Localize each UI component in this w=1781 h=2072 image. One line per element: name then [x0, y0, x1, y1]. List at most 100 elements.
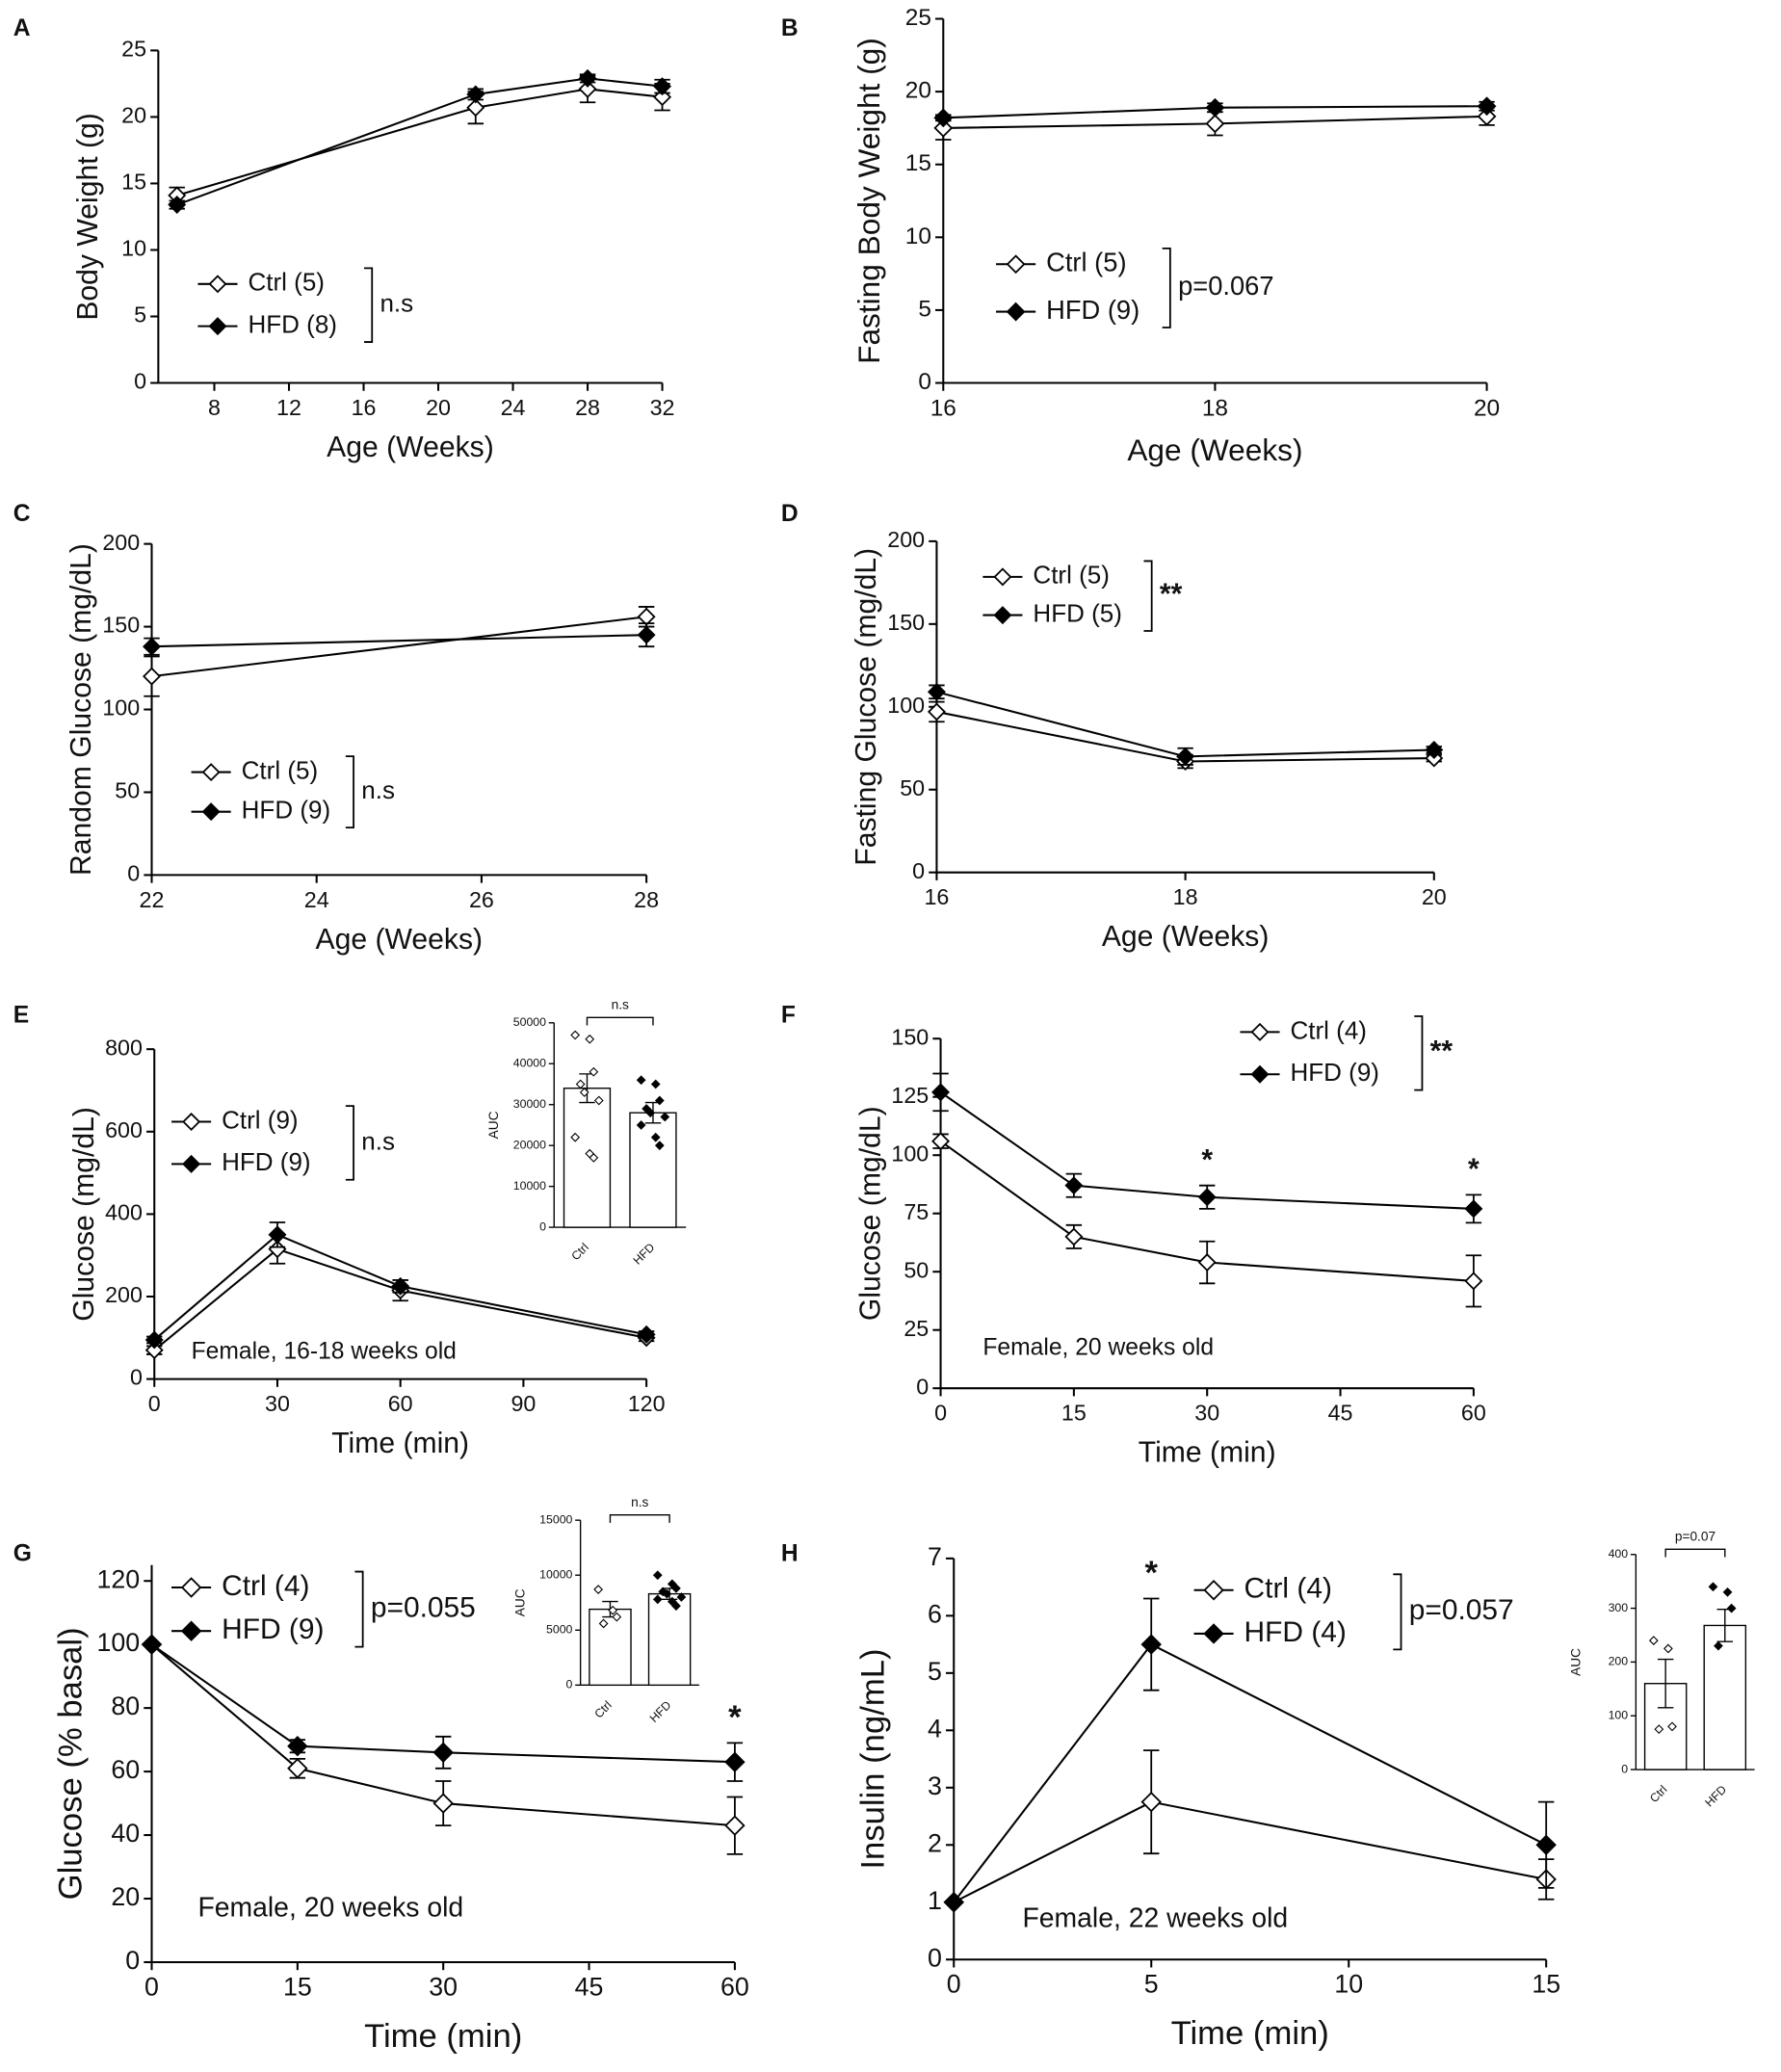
series-line	[176, 77, 663, 206]
y-axis-label: AUC	[486, 1111, 501, 1139]
y-tick-label: 20	[905, 78, 931, 104]
y-tick-label: 400	[1609, 1547, 1629, 1561]
x-tick-label: 10	[1334, 1970, 1363, 1999]
data-point	[168, 196, 187, 215]
data-point	[637, 625, 656, 644]
x-tick-label: 15	[1061, 1401, 1087, 1426]
data-point	[608, 1605, 618, 1615]
legend-label: HFD (8)	[248, 310, 337, 339]
y-axis-label: Glucose (mg/dL)	[854, 1106, 886, 1321]
y-tick-label: 5	[134, 302, 146, 328]
data-point	[636, 1120, 646, 1130]
x-tick-label: 15	[1532, 1970, 1560, 1999]
data-point	[931, 1132, 951, 1151]
x-tick-label: 45	[1328, 1401, 1353, 1426]
y-tick-label: 10	[905, 223, 931, 249]
data-point	[287, 1758, 308, 1779]
x-tick-label: 32	[650, 395, 675, 420]
y-tick-label: 50000	[513, 1015, 546, 1029]
x-tick-label: 60	[1461, 1401, 1486, 1426]
legend-label: HFD (9)	[1046, 295, 1139, 325]
x-tick-label: 0	[934, 1401, 947, 1426]
data-point	[143, 667, 161, 686]
y-tick-label: 150	[102, 613, 140, 638]
y-tick-label: 100	[97, 1628, 141, 1657]
x-tick-label: 0	[947, 1970, 961, 1999]
y-tick-label: 0	[125, 1946, 140, 1975]
significance-star: *	[1201, 1144, 1213, 1176]
x-tick-label: 16	[930, 395, 956, 421]
y-tick-label: 50	[900, 775, 925, 800]
significance-star: *	[1144, 1555, 1158, 1591]
x-axis-label: Time (min)	[331, 1428, 469, 1459]
legend-marker	[993, 567, 1012, 587]
legend-bracket	[345, 755, 354, 828]
y-tick-label: 0	[539, 1220, 546, 1233]
y-tick-label: 2	[928, 1828, 942, 1857]
x-tick-label: 28	[575, 395, 600, 420]
data-point	[927, 702, 946, 721]
x-tick-label: 60	[720, 1972, 749, 2001]
data-point	[658, 1587, 668, 1597]
y-tick-label: 0	[134, 369, 146, 394]
data-point	[933, 108, 954, 128]
data-point	[585, 1034, 595, 1044]
x-tick-label: 16	[924, 884, 949, 909]
data-point	[1064, 1227, 1084, 1246]
x-tick-label: 26	[469, 887, 494, 912]
data-point	[1648, 1636, 1659, 1645]
y-tick-label: 50	[115, 778, 140, 803]
data-point	[612, 1612, 622, 1622]
y-tick-label: 20	[121, 103, 146, 128]
x-axis-label: Age (Weeks)	[1127, 433, 1302, 467]
series-line	[153, 1247, 647, 1351]
x-tick-label: 22	[140, 887, 165, 912]
data-point	[1654, 1724, 1664, 1735]
legend-label: HFD (9)	[1290, 1058, 1379, 1087]
x-axis-label: Time (min)	[1139, 1437, 1276, 1469]
data-point	[144, 1341, 164, 1360]
y-tick-label: 0	[916, 1374, 929, 1399]
data-point	[1176, 747, 1195, 766]
y-tick-label: 4	[928, 1714, 942, 1743]
data-point	[578, 68, 597, 88]
data-point	[1197, 1188, 1217, 1207]
legend-label: Ctrl (5)	[1033, 561, 1109, 590]
y-tick-label: 10000	[513, 1179, 546, 1193]
x-tick-label: 120	[628, 1391, 666, 1416]
error-bar	[1657, 1658, 1674, 1709]
y-tick-label: 100	[891, 1141, 929, 1166]
series-line	[176, 88, 663, 197]
data-point	[654, 1141, 665, 1151]
x-tick-label: 12	[276, 395, 301, 420]
data-point	[650, 1079, 661, 1089]
y-tick-label: 75	[904, 1199, 929, 1224]
y-axis-label: Fasting Body Weight (g)	[851, 38, 886, 364]
data-point	[637, 1325, 656, 1344]
legend-bracket	[1393, 1573, 1402, 1651]
data-point	[589, 1153, 599, 1163]
y-tick-label: 100	[102, 695, 140, 721]
x-tick-label: 0	[148, 1391, 161, 1416]
y-tick-label: 60	[111, 1755, 140, 1784]
bar	[1703, 1624, 1747, 1770]
legend-label: HFD (9)	[222, 1147, 311, 1176]
data-point	[593, 1095, 604, 1106]
series-line	[936, 691, 1434, 758]
legend-marker	[1250, 1022, 1270, 1041]
data-point	[933, 118, 954, 138]
y-tick-label: 120	[97, 1564, 141, 1593]
legend-marker	[180, 1577, 202, 1598]
legend-note: n.s	[361, 775, 395, 804]
legend-note: n.s	[380, 289, 413, 318]
data-point	[589, 1066, 599, 1077]
legend-bracket	[1414, 1015, 1424, 1091]
y-tick-label: 40	[111, 1819, 140, 1848]
x-tick-label: HFD	[1702, 1783, 1729, 1810]
legend-marker	[1006, 302, 1026, 322]
x-tick-label: 30	[1194, 1401, 1219, 1426]
series-line	[939, 1140, 1474, 1282]
y-tick-label: 0	[127, 861, 140, 886]
data-point	[144, 1330, 164, 1350]
